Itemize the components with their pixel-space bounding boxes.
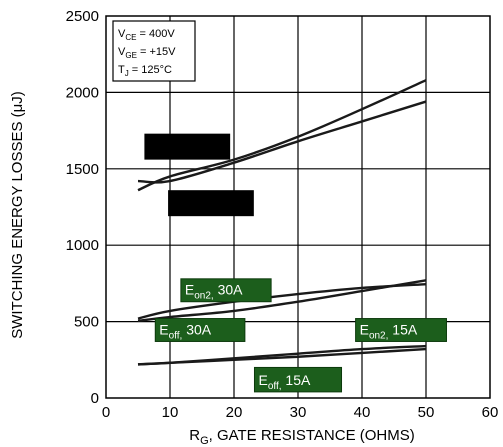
x-tick-label: 50 (418, 404, 435, 421)
series-tag-label: Eoff, 15A (258, 372, 311, 392)
series-tag-background (180, 278, 272, 303)
y-tick-label: 0 (91, 390, 99, 407)
series-tag-background (253, 366, 343, 393)
condition-line: VGE = +15V (118, 46, 176, 60)
x-tick-label: 60 (482, 404, 499, 421)
series-line-5 (137, 344, 427, 366)
series-tag-2: Eon2, 30A (180, 278, 272, 303)
tick-labels: 0 10 20 30 40 50 60 0 500 1000 1500 2000 2500 (66, 8, 499, 421)
plot-frame (105, 15, 491, 399)
x-tick-label: 40 (354, 404, 371, 421)
series-tag-4: Eon2, 15A (355, 318, 447, 342)
series-tag-background (154, 318, 246, 342)
x-axis-label: RG, GATE RESISTANCE (OHMS) (189, 427, 415, 447)
x-tick-label: 20 (226, 404, 243, 421)
condition-line: VCE = 400V (118, 28, 175, 42)
series-tag-3: Eoff, 30A (154, 318, 246, 342)
y-tick-label: 500 (74, 314, 99, 331)
y-tick-label: 2500 (66, 8, 99, 25)
x-tick-label: 10 (162, 404, 179, 421)
x-tick-label: 30 (290, 404, 307, 421)
y-tick-label: 1500 (66, 161, 99, 178)
y-axis-label: SWITCHING ENERGY LOSSES (μJ) (9, 91, 26, 339)
y-tick-label: 1000 (66, 237, 99, 254)
series-tag-5: Eoff, 15A (253, 366, 343, 393)
redaction-block-1 (144, 133, 231, 160)
condition-line: TJ = 125°C (118, 64, 172, 78)
redaction-block-2 (168, 190, 254, 217)
series-tag-label: Eon2, 30A (185, 282, 243, 302)
conditions-box-frame (112, 20, 196, 82)
series-line-0 (137, 79, 427, 192)
series-line-1 (137, 100, 427, 184)
series-tags: Eon2, 30A Eoff, 30A Eon2, 15A Eoff, 15A (154, 278, 447, 393)
conditions-box: VCE = 400V VGE = +15V TJ = 125°C (112, 20, 196, 82)
x-tick-label: 0 (102, 404, 110, 421)
y-tick-label: 2000 (66, 84, 99, 101)
series-line-3 (137, 279, 427, 323)
series-tag-label: Eon2, 15A (360, 321, 418, 341)
redaction-blocks (144, 133, 254, 217)
series-tag-background (355, 318, 447, 342)
series-tag-label: Eoff, 30A (159, 321, 212, 341)
